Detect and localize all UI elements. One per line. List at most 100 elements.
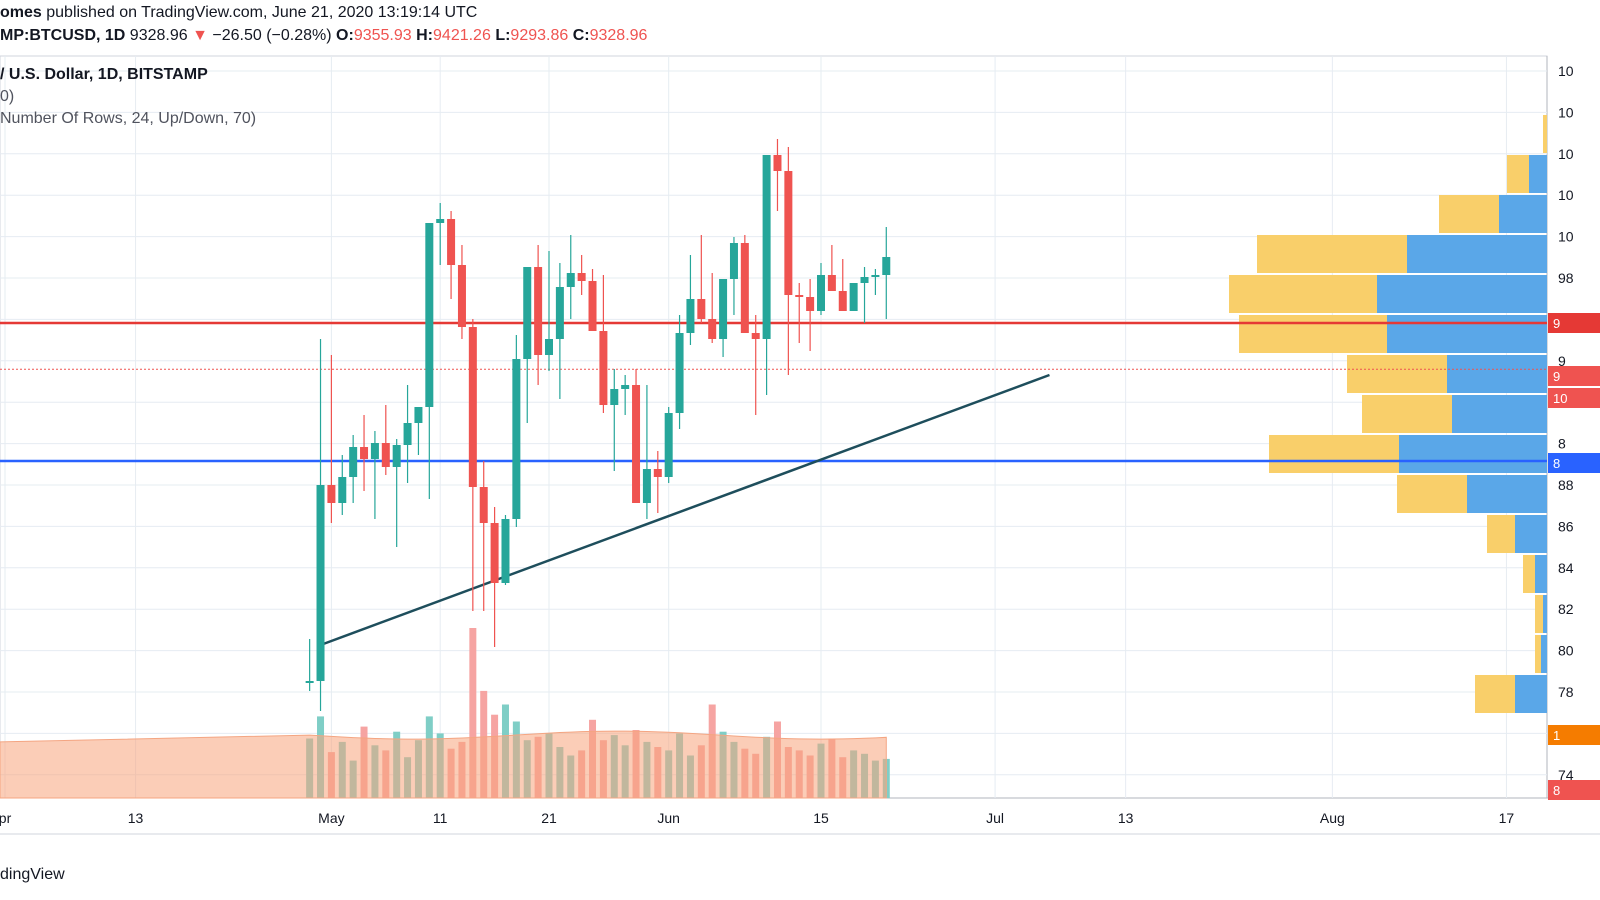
author[interactable]: omes [0, 4, 42, 21]
price-tag-label: 8 [1553, 456, 1560, 471]
trendline [320, 373, 1050, 647]
vp-up-bar [1529, 155, 1547, 193]
vp-down-bar [1439, 195, 1499, 233]
price-tick-label: 10 [1558, 146, 1574, 162]
candle-body [370, 443, 379, 459]
close-label: C: [572, 27, 590, 44]
price-tick-label: 10 [1558, 187, 1574, 203]
candle-body [338, 477, 347, 503]
time-tick-label: 15 [813, 810, 829, 826]
candle-body [566, 273, 575, 287]
candle-body [403, 423, 412, 445]
candle-body [577, 273, 586, 281]
candle-body [632, 385, 641, 503]
high-label: H: [416, 27, 434, 44]
price-tick-label: 74 [1558, 767, 1574, 783]
candle-body [806, 297, 815, 311]
tradingview-brand: dingView [0, 866, 65, 883]
vpvr-legend[interactable]: Number Of Rows, 24, Up/Down, 70) [0, 110, 257, 127]
vp-down-bar [1475, 675, 1515, 713]
candle-body [490, 523, 499, 583]
price-tick-label: 8 [1558, 436, 1566, 452]
candle-body [555, 287, 564, 339]
vp-up-bar [1377, 275, 1547, 313]
price-tick-label: 10 [1558, 104, 1574, 120]
candle-body [621, 385, 630, 389]
price-tag-label: 1 [1553, 728, 1560, 743]
vp-down-bar [1397, 475, 1467, 513]
price-change: −26.50 (−0.28%) [212, 27, 332, 44]
price-tick-label: 10 [1558, 229, 1574, 245]
time-tick-label: Aug [1320, 810, 1345, 826]
price-tag-label: 9 [1553, 316, 1560, 331]
volume-legend[interactable]: 0) [0, 88, 15, 105]
price-tick-label: 98 [1558, 270, 1574, 286]
symbol-label: MP:BTCUSD, 1D [0, 27, 126, 44]
series-legend[interactable]: / U.S. Dollar, 1D, BITSTAMP [0, 66, 208, 83]
vp-up-bar [1447, 355, 1547, 393]
candle-body [610, 389, 619, 405]
price-tag-label: 10 [1553, 391, 1567, 406]
price-tick-label: 9 [1558, 353, 1566, 369]
vp-up-bar [1535, 555, 1547, 593]
candle-body [360, 447, 369, 459]
time-tick-label: Jul [986, 810, 1004, 826]
candle-body [729, 243, 738, 279]
candle-body [545, 339, 553, 355]
high-value: 9421.26 [433, 27, 491, 44]
price-tag [1548, 725, 1600, 745]
candle-body [675, 333, 684, 413]
vp-up-bar [1407, 235, 1547, 273]
candle-body [751, 333, 760, 339]
candle-body [523, 267, 532, 359]
candle-body [468, 327, 477, 487]
price-tick-label: 82 [1558, 601, 1574, 617]
price-tick-label: 80 [1558, 643, 1574, 659]
vp-down-bar [1523, 555, 1535, 593]
last-price: 9328.96 [129, 27, 188, 44]
candle-body [827, 275, 836, 291]
candle-body [534, 267, 543, 355]
candle-body [860, 277, 869, 283]
price-tick-label: 10 [1558, 63, 1574, 79]
vp-down-bar [1239, 315, 1387, 353]
price-tag [1548, 313, 1600, 333]
open-value: 9355.93 [353, 27, 412, 44]
price-tag-label: 9 [1553, 369, 1560, 384]
down-arrow-icon: ▼ [192, 27, 208, 44]
candle-body [871, 275, 880, 277]
vp-down-bar [1487, 515, 1515, 553]
vp-down-bar [1362, 395, 1452, 433]
candle-body [882, 257, 891, 275]
candle-body [653, 469, 662, 477]
candle-body [414, 407, 423, 423]
plot-frame [0, 55, 1548, 799]
candle-body [838, 291, 847, 311]
candle-body [381, 443, 390, 467]
vp-up-bar [1515, 515, 1547, 553]
vp-down-bar [1229, 275, 1377, 313]
vp-up-bar [1387, 315, 1547, 353]
candle-body [588, 281, 597, 331]
time-tick-label: 13 [128, 810, 144, 826]
time-tick-label: May [318, 810, 344, 826]
publish-info: omes published on TradingView.com, June … [0, 4, 477, 22]
candle-body [316, 485, 325, 681]
vp-down-bar [1535, 635, 1541, 673]
candle-body [392, 445, 401, 467]
candle-body [762, 155, 771, 339]
time-tick-label: 11 [433, 810, 448, 826]
candle-body [447, 219, 456, 265]
candle-body [817, 275, 825, 311]
low-label: L: [495, 27, 511, 44]
vp-up-bar [1452, 395, 1547, 433]
price-tag [1548, 780, 1600, 800]
time-tick-label: pr [0, 810, 12, 826]
vp-down-bar [1507, 155, 1529, 193]
vp-up-bar [1499, 195, 1547, 233]
close-value: 9328.96 [589, 27, 648, 44]
price-tick-label: 86 [1558, 518, 1574, 534]
candle-body [708, 319, 717, 339]
open-label: O: [336, 27, 354, 44]
candle-body [642, 469, 651, 503]
